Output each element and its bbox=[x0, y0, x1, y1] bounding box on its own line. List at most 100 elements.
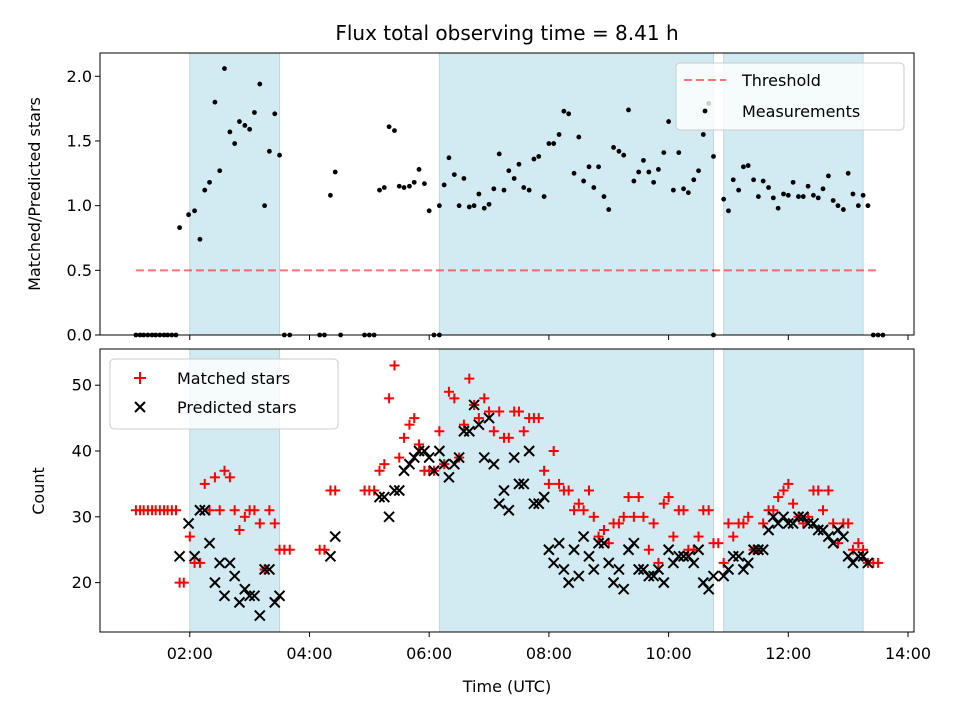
measurement-point bbox=[556, 132, 562, 137]
matched-star-point bbox=[369, 485, 380, 496]
measurement-point bbox=[621, 152, 627, 158]
measurement-point bbox=[820, 186, 826, 192]
measurement-point bbox=[252, 110, 257, 115]
measurement-point bbox=[571, 170, 577, 176]
predicted-star-point bbox=[483, 412, 495, 424]
measurement-point bbox=[850, 191, 856, 197]
measurement-point bbox=[826, 173, 831, 179]
measurement-point bbox=[800, 194, 806, 199]
predicted-star-point bbox=[408, 451, 420, 464]
measurement-point bbox=[676, 150, 682, 156]
bottom-shaded-region bbox=[438, 348, 714, 633]
bottom-x-tick-label: 04:00 bbox=[286, 644, 332, 663]
top-legend-box bbox=[675, 62, 905, 131]
predicted-star-point bbox=[383, 511, 395, 523]
predicted-star-point bbox=[583, 550, 595, 563]
predicted-star-point bbox=[213, 557, 226, 569]
predicted-star-point bbox=[433, 445, 446, 457]
measurement-point bbox=[471, 203, 477, 209]
measurement-point bbox=[785, 192, 791, 198]
predicted-star-point bbox=[662, 544, 675, 556]
measurement-point bbox=[755, 194, 761, 199]
predicted-star-point bbox=[647, 570, 660, 582]
matched-star-point bbox=[518, 426, 529, 437]
matched-star-point bbox=[533, 413, 544, 424]
bottom-shaded-region bbox=[723, 348, 864, 633]
matched-star-point bbox=[254, 518, 265, 529]
measurement-point bbox=[656, 167, 661, 172]
matched-star-point bbox=[668, 531, 679, 542]
measurement-point bbox=[386, 124, 392, 130]
matched-star-point bbox=[828, 518, 839, 529]
predicted-star-point bbox=[673, 550, 685, 563]
predicted-star-point bbox=[577, 530, 590, 543]
measurement-point bbox=[766, 185, 771, 190]
matched-star-point bbox=[214, 505, 225, 516]
legend-predicted-swatch bbox=[134, 401, 146, 413]
matched-star-point bbox=[813, 485, 824, 496]
predicted-star-point bbox=[373, 491, 386, 503]
matched-star-point bbox=[484, 406, 495, 417]
measurement-point bbox=[860, 192, 866, 198]
matched-star-point bbox=[653, 557, 664, 568]
measurement-point bbox=[745, 163, 751, 168]
top-data-marks bbox=[133, 66, 886, 338]
matched-star-point bbox=[858, 544, 869, 555]
predicted-star-point bbox=[677, 550, 690, 563]
matched-star-point bbox=[513, 406, 524, 417]
measurement-point bbox=[700, 132, 706, 137]
bottom-x-tick-label: 02:00 bbox=[167, 644, 213, 663]
predicted-star-point bbox=[528, 497, 540, 510]
predicted-star-point bbox=[782, 517, 795, 530]
predicted-star-point bbox=[792, 511, 805, 523]
measurement-point bbox=[681, 186, 686, 192]
measurement-point bbox=[591, 185, 597, 190]
measurement-point bbox=[691, 177, 697, 183]
matched-star-point bbox=[409, 413, 420, 424]
top-x-axis bbox=[189, 335, 909, 340]
predicted-star-point bbox=[423, 451, 435, 464]
predicted-star-point bbox=[503, 504, 515, 516]
matched-star-point bbox=[224, 472, 235, 483]
matched-star-point bbox=[648, 518, 659, 529]
predicted-star-point bbox=[722, 563, 735, 576]
predicted-star-point bbox=[453, 451, 465, 464]
matched-star-point bbox=[414, 439, 425, 450]
matched-star-point bbox=[573, 498, 584, 509]
matched-star-point bbox=[788, 498, 799, 509]
measurement-point bbox=[506, 168, 512, 174]
predicted-star-point bbox=[218, 590, 231, 602]
matched-star-point bbox=[628, 511, 639, 522]
predicted-star-point bbox=[807, 517, 820, 530]
measurement-point bbox=[551, 141, 557, 146]
matched-star-point bbox=[458, 419, 469, 430]
measurement-point bbox=[815, 195, 821, 201]
bottom-panel-counts: 20 30 40 50 02:00 04:00 06:00 08:00 10:00 12:00 1… bbox=[29, 348, 931, 696]
predicted-star-point bbox=[852, 550, 865, 563]
predicted-star-point bbox=[543, 544, 555, 556]
measurement-point bbox=[581, 178, 587, 184]
measurement-point bbox=[217, 168, 223, 174]
predicted-star-point bbox=[688, 557, 700, 569]
matched-star-point bbox=[548, 446, 559, 457]
predicted-star-point bbox=[254, 609, 266, 622]
predicted-star-point bbox=[273, 590, 286, 602]
measurement-point bbox=[192, 208, 197, 214]
matched-star-point bbox=[773, 492, 784, 503]
measurement-point bbox=[411, 179, 417, 185]
predicted-star-point bbox=[378, 491, 391, 503]
measurement-point bbox=[486, 201, 492, 207]
predicted-star-point bbox=[762, 524, 775, 536]
predicted-star-point bbox=[862, 557, 874, 569]
predicted-star-point bbox=[263, 563, 276, 576]
matched-star-point bbox=[758, 518, 769, 529]
matched-star-point bbox=[449, 393, 460, 404]
measurement-point bbox=[805, 183, 811, 189]
measurement-point bbox=[227, 129, 233, 135]
predicted-star-point bbox=[418, 445, 431, 457]
measurement-point bbox=[811, 192, 816, 198]
predicted-star-point bbox=[258, 563, 271, 576]
matched-star-point bbox=[479, 393, 490, 404]
predicted-star-point bbox=[737, 563, 750, 576]
predicted-star-point bbox=[199, 504, 211, 516]
